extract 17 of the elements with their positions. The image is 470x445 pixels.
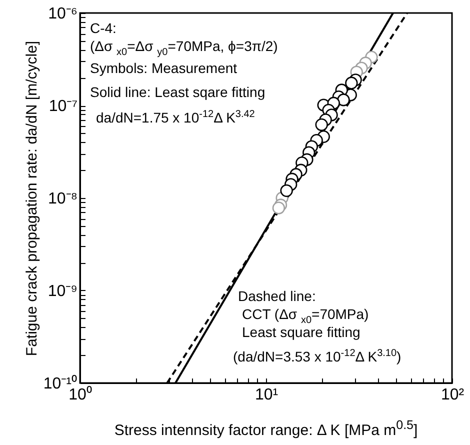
annotation: Least square fitting [242,324,360,340]
annotation: Symbols: Measurement [90,60,238,76]
x-tick-label: 10¹ [254,386,278,404]
y-tick-label: 10⁻⁷ [48,98,78,115]
annotation: Solid line: Least sqare fitting [90,84,266,100]
y-tick-label: 10⁻⁹ [48,283,78,300]
y-tick-label: 10⁻⁸ [48,190,78,208]
x-tick-label: 10² [440,386,465,404]
annotation: Dashed line: [238,288,316,304]
annotation: (Δσ $_{x0}$=Δσ $_{y0}$=70MPa, ϕ=3π/2) [90,38,278,60]
annotation: (da/dN=3.53 x 10$^{-12}$Δ K$^{3.10}$) [233,347,402,365]
y-tick-label: 10⁻⁶ [48,6,78,22]
annotation: CCT (Δσ $_{x0}$=70MPa) [242,306,369,326]
y-axis-title: Fatigue crack propagation rate: da/dN [m/cycle] [23,40,40,356]
x-axis-title: Stress intennsity factor range: Δ K [MPa m$^{0.5}$] [113,418,419,439]
annotation: da/dN=1.75 x 10$^{-12}$Δ K$^{3.42}$ [96,108,255,126]
annotation: C-4: [90,20,116,36]
